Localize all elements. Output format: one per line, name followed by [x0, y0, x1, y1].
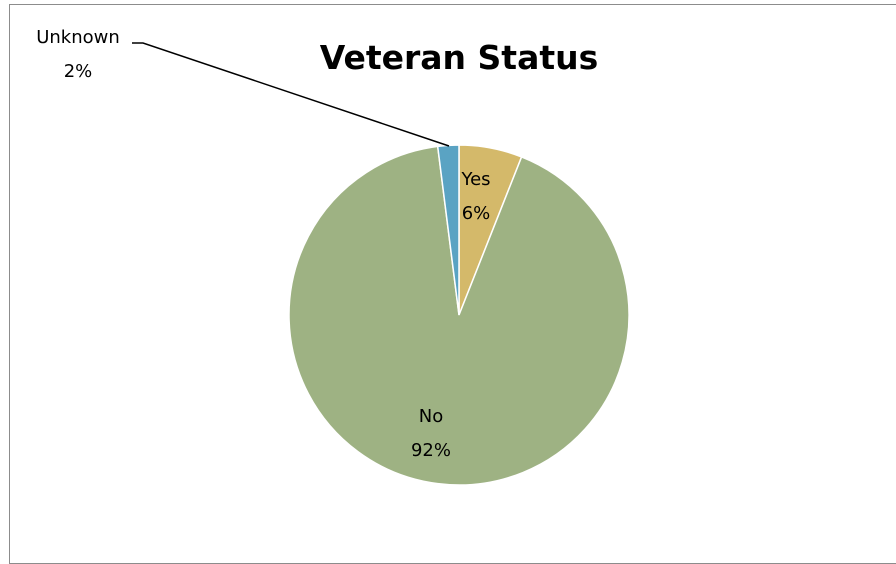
unknown-leader-line [132, 42, 450, 147]
yes-percent: 6% [462, 203, 491, 224]
unknown-label: Unknown [36, 27, 120, 48]
no-label: No [419, 406, 443, 427]
unknown-percent: 2% [64, 61, 93, 82]
yes-data-label: Yes 6% [460, 169, 490, 224]
pie-chart: Veteran Status Yes 6% No 92% Unknown 2% [36, 27, 630, 486]
no-data-label: No 92% [411, 406, 451, 461]
pie-slices [288, 144, 630, 486]
unknown-data-label: Unknown 2% [36, 27, 120, 82]
chart-title: Veteran Status [320, 38, 599, 77]
pie-slice-no [288, 145, 630, 486]
yes-label: Yes [460, 169, 490, 190]
no-percent: 92% [411, 440, 451, 461]
